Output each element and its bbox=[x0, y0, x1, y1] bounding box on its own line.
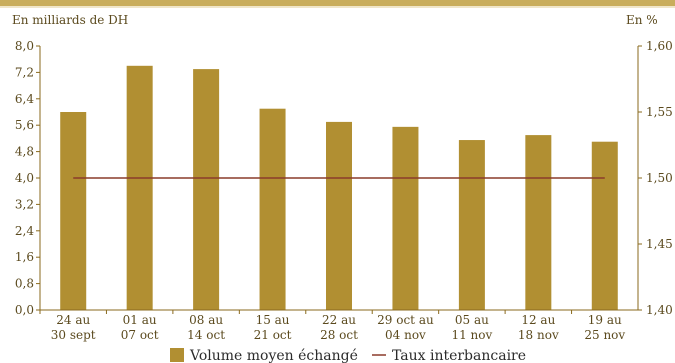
x-tick-label: 24 au 30 sept bbox=[51, 313, 96, 342]
x-axis-labels: 24 au 30 sept 01 au 07 oct 08 au 14 oct 15 au 2… bbox=[40, 310, 625, 342]
y-tick-label: 8,0 bbox=[15, 39, 34, 53]
y-tick-label: 2,4 bbox=[15, 224, 34, 238]
bar bbox=[326, 122, 352, 310]
x-tick-label: 19 au 25 nov bbox=[584, 313, 625, 342]
x-tick-label: 08 au 14 oct bbox=[187, 313, 225, 342]
bar bbox=[60, 112, 86, 310]
y2-axis-ticks: 1,40 1,45 1,50 1,55 1,60 bbox=[638, 39, 673, 317]
y-tick-label: 1,6 bbox=[15, 250, 34, 264]
legend-line-label: Taux interbancaire bbox=[392, 348, 526, 363]
x-tick-label: 15 au 21 oct bbox=[254, 313, 292, 342]
x-tick-label: 01 au 07 oct bbox=[121, 313, 159, 342]
y-axis-ticks: 0,0 0,8 1,6 2,4 3,2 4,0 4,8 5,6 6,4 7,2 8,0 bbox=[15, 39, 40, 317]
bar bbox=[525, 135, 551, 310]
bar-series bbox=[60, 66, 618, 310]
y-tick-label: 4,8 bbox=[15, 145, 34, 159]
y-tick-label: 6,4 bbox=[15, 92, 34, 106]
y-tick-label: 3,2 bbox=[15, 197, 34, 211]
y2-tick-label: 1,55 bbox=[646, 105, 673, 119]
bar bbox=[127, 66, 153, 310]
y-tick-label: 7,2 bbox=[15, 65, 34, 79]
x-tick-label: 22 au 28 oct bbox=[320, 313, 358, 342]
top-band bbox=[0, 0, 675, 6]
y2-tick-label: 1,45 bbox=[646, 237, 673, 251]
y-tick-label: 0,0 bbox=[15, 303, 34, 317]
y2-tick-label: 1,50 bbox=[646, 171, 673, 185]
x-tick-label: 29 oct au 04 nov bbox=[377, 313, 434, 342]
x-tick-label: 12 au 18 nov bbox=[518, 313, 559, 342]
y-axis-title: En milliards de DH bbox=[12, 13, 128, 27]
y-tick-label: 5,6 bbox=[15, 118, 34, 132]
x-tick-label: 05 au 11 nov bbox=[451, 313, 492, 342]
y-tick-label: 0,8 bbox=[15, 277, 34, 291]
legend: Volume moyen échangé Taux interbancaire bbox=[170, 348, 526, 363]
bar bbox=[592, 142, 618, 310]
bar bbox=[260, 109, 286, 310]
legend-bar-label: Volume moyen échangé bbox=[189, 348, 358, 363]
bar bbox=[193, 69, 219, 310]
legend-bar-swatch bbox=[170, 348, 184, 362]
y2-axis-title: En % bbox=[626, 13, 658, 27]
bar bbox=[459, 140, 485, 310]
bar bbox=[392, 127, 418, 310]
y-tick-label: 4,0 bbox=[15, 171, 34, 185]
y2-tick-label: 1,40 bbox=[646, 303, 673, 317]
y2-tick-label: 1,60 bbox=[646, 39, 673, 53]
